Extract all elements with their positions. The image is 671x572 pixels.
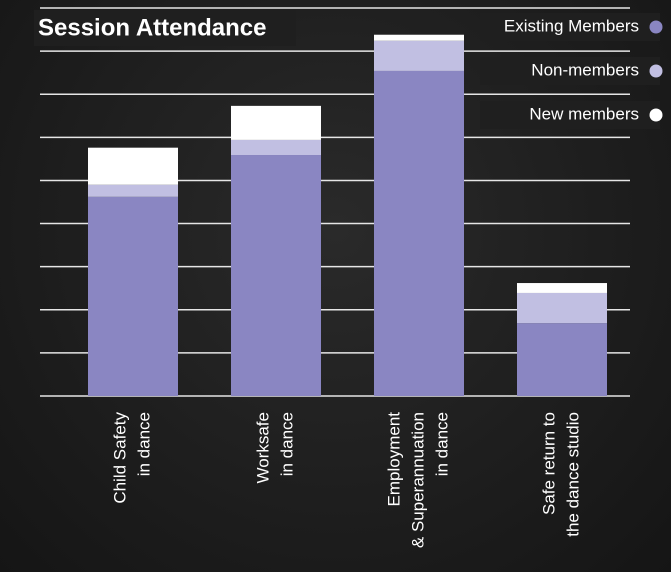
x-tick-label: in dance xyxy=(277,412,296,476)
legend-backdrop xyxy=(480,13,660,41)
bar-segment xyxy=(88,147,178,185)
legend-backdrop xyxy=(480,57,660,85)
x-tick-label: Employment xyxy=(384,412,403,507)
legend-label: Existing Members xyxy=(504,16,639,35)
bar-segment xyxy=(231,105,321,140)
legend-label: New members xyxy=(529,104,639,123)
x-tick-label: the dance studio xyxy=(563,412,582,537)
x-tick-label: in dance xyxy=(134,412,153,476)
bar-segment xyxy=(374,40,464,71)
x-labels: Child Safety in dance Worksafe in dance Empl… xyxy=(110,412,582,549)
legend-backdrop xyxy=(480,101,660,129)
legend: Existing Members Non-members New members xyxy=(480,13,663,129)
x-tick-label: Safe return to xyxy=(539,412,558,515)
bar-segment xyxy=(517,283,607,293)
bar-segment xyxy=(374,34,464,41)
legend-swatch xyxy=(649,20,663,34)
x-tick-label: Child Safety xyxy=(110,412,129,504)
bar-segment xyxy=(517,323,607,396)
legend-label: Non-members xyxy=(531,60,639,79)
x-tick-label: in dance xyxy=(432,412,451,476)
bar-segment xyxy=(88,196,178,396)
legend-swatch xyxy=(649,64,663,78)
legend-swatch xyxy=(649,108,663,122)
bar-segment xyxy=(231,139,321,156)
bar-segment xyxy=(231,155,321,396)
bar-segment xyxy=(88,184,178,197)
bars xyxy=(88,34,607,396)
title-backdrop xyxy=(34,10,296,46)
x-tick-label: & Superannuation xyxy=(408,412,427,548)
chart-title: Session Attendance xyxy=(38,14,267,41)
bar-segment xyxy=(517,292,607,324)
x-tick-label: Worksafe xyxy=(253,412,272,484)
bar-segment xyxy=(374,70,464,396)
